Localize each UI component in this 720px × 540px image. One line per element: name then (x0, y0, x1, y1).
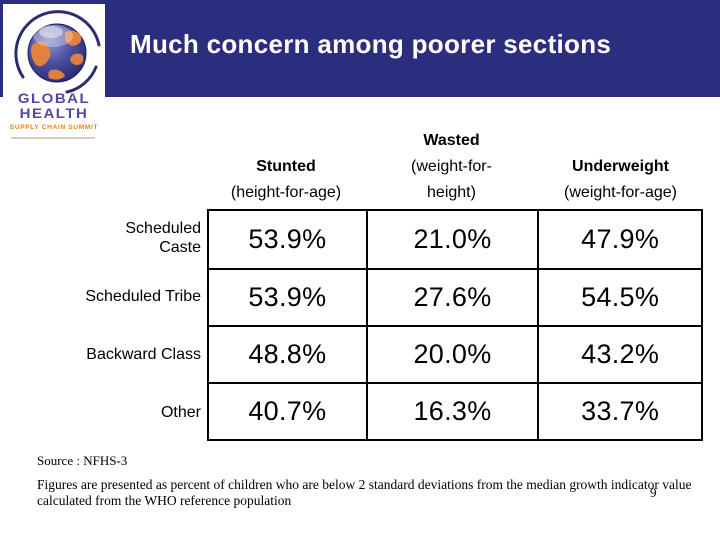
table-cell: 16.3% (365, 382, 538, 439)
table-cell: 21.0% (365, 211, 538, 268)
column-subtitle: (height-for-age) (230, 184, 342, 201)
row-label-other: Other (160, 403, 201, 421)
table-cell: 43.2% (537, 325, 701, 382)
column-header-underweight: Underweight (weight-for-age) (538, 154, 703, 206)
slide-title: Much concern among poorer sections (130, 29, 612, 59)
row-label-scheduled-caste: Scheduled Caste (125, 220, 201, 256)
table-column-headers: Stunted (height-for-age) Wasted (weight-… (207, 126, 703, 206)
table-row-labels: Scheduled Caste Scheduled Tribe Backward… (0, 209, 201, 441)
table-cell: 53.9% (209, 268, 366, 325)
table-cell: 27.6% (365, 268, 538, 325)
table-cell: 48.8% (209, 325, 366, 382)
table-cell: 33.7% (537, 382, 701, 439)
column-name: Wasted (423, 132, 480, 149)
column-header-wasted: Wasted (weight-for-height) (365, 128, 538, 206)
column-name: Stunted (256, 158, 316, 175)
title-band (0, 0, 720, 97)
source-note: Source : NFHS-3 (37, 453, 128, 468)
footnote: Figures are presented as percent of chil… (37, 477, 692, 508)
row-label-scheduled-tribe: Scheduled Tribe (85, 287, 201, 305)
column-name: Underweight (572, 158, 669, 175)
row-label-backward-class: Backward Class (86, 345, 201, 363)
logo-text-health: HEALTH (19, 105, 89, 122)
table-cell: 47.9% (537, 211, 701, 268)
data-table: 53.9% 21.0% 47.9% 53.9% 27.6% 54.5% 48.8… (207, 209, 703, 441)
table-cell: 54.5% (537, 268, 701, 325)
globe-icon (14, 10, 101, 94)
table-cell: 20.0% (365, 325, 538, 382)
table-cell: 53.9% (209, 211, 366, 268)
logo-tagline: SUPPLY CHAIN SUMMIT (9, 124, 99, 131)
logo: GLOBAL HEALTH SUPPLY CHAIN SUMMIT (3, 4, 105, 140)
column-subtitle: (weight-for-height) (411, 158, 492, 201)
logo-shadow-line (11, 137, 95, 139)
page-number: 9 (650, 485, 657, 500)
column-subtitle: (weight-for-age) (564, 184, 677, 201)
logo-text-global: GLOBAL (17, 90, 91, 107)
column-header-stunted: Stunted (height-for-age) (207, 154, 365, 206)
table-cell: 40.7% (209, 382, 366, 439)
